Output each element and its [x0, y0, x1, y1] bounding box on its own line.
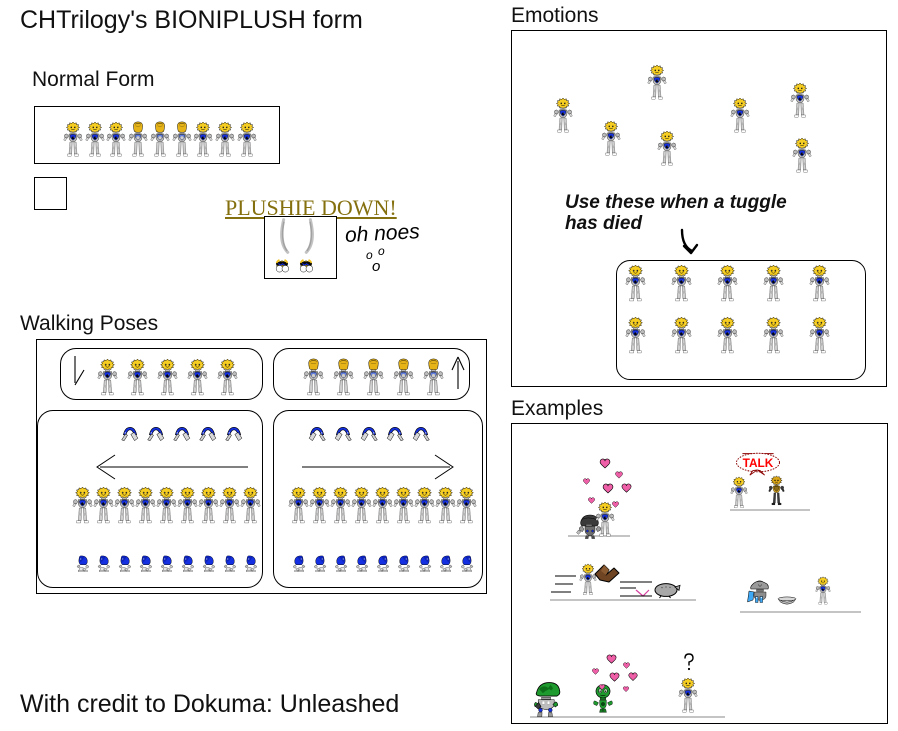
svg-text:TALK: TALK	[743, 456, 774, 470]
